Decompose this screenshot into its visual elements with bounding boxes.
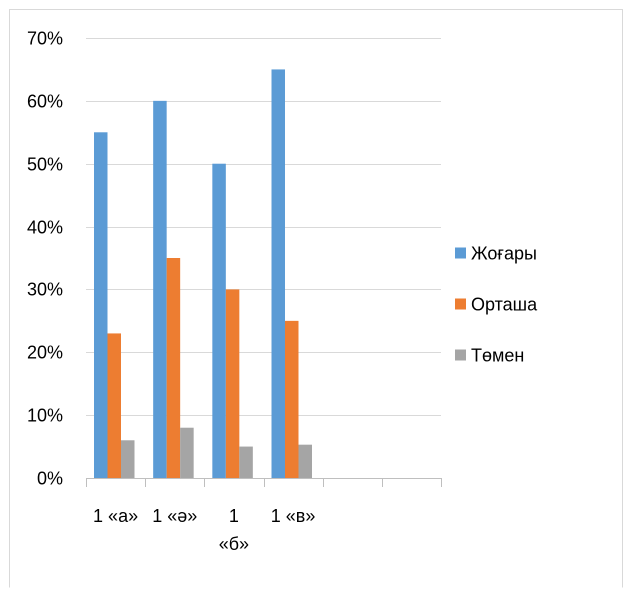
y-tick-label: 0% <box>37 469 63 489</box>
x-tick-label: 1 <box>229 506 239 526</box>
x-tick-label: 1 «а» <box>93 506 138 526</box>
legend: Жоғары Орташа Төмен <box>455 244 538 366</box>
x-tick-label: 1 «в» <box>271 506 316 526</box>
x-tick-label: «б» <box>219 534 249 554</box>
y-tick-label: 10% <box>27 406 63 426</box>
bar-medium <box>285 320 299 478</box>
y-tick-label: 60% <box>27 92 63 112</box>
legend-label: Жоғары <box>471 244 537 264</box>
legend-swatch <box>455 247 466 259</box>
y-tick-label: 70% <box>27 29 63 49</box>
legend-entry: Төмен <box>455 346 524 366</box>
bar-low <box>121 440 135 478</box>
bar-high <box>94 132 108 479</box>
legend-entry: Жоғары <box>455 244 537 264</box>
bar-high <box>271 69 285 478</box>
y-tick-labels: 0% 10% 20% 30% 40% 50% 60% 70% <box>27 29 63 489</box>
bar-medium <box>225 289 240 478</box>
bar-high <box>153 100 167 478</box>
x-tick-labels: 1 «а» 1 «ә» 1 «б» 1 «в» <box>93 506 315 554</box>
y-tick-label: 20% <box>27 343 63 363</box>
legend-label: Орташа <box>471 295 538 315</box>
y-tick-label: 30% <box>27 280 63 300</box>
axes <box>86 478 442 487</box>
y-tick-label: 40% <box>27 218 63 238</box>
gridlines <box>86 38 441 416</box>
bar-medium <box>166 258 181 478</box>
legend-swatch <box>455 298 466 310</box>
bar-high <box>212 163 226 478</box>
y-tick-label: 50% <box>27 155 63 175</box>
bar-medium <box>107 333 121 478</box>
bars <box>94 69 312 479</box>
bar-low <box>239 446 253 478</box>
chart-area-border <box>9 9 623 588</box>
bar-low <box>298 444 312 478</box>
legend-swatch <box>455 349 466 361</box>
x-tick-label: 1 «ә» <box>152 506 197 526</box>
legend-label: Төмен <box>471 346 524 366</box>
legend-entry: Орташа <box>455 295 538 315</box>
bar-low <box>180 427 194 478</box>
